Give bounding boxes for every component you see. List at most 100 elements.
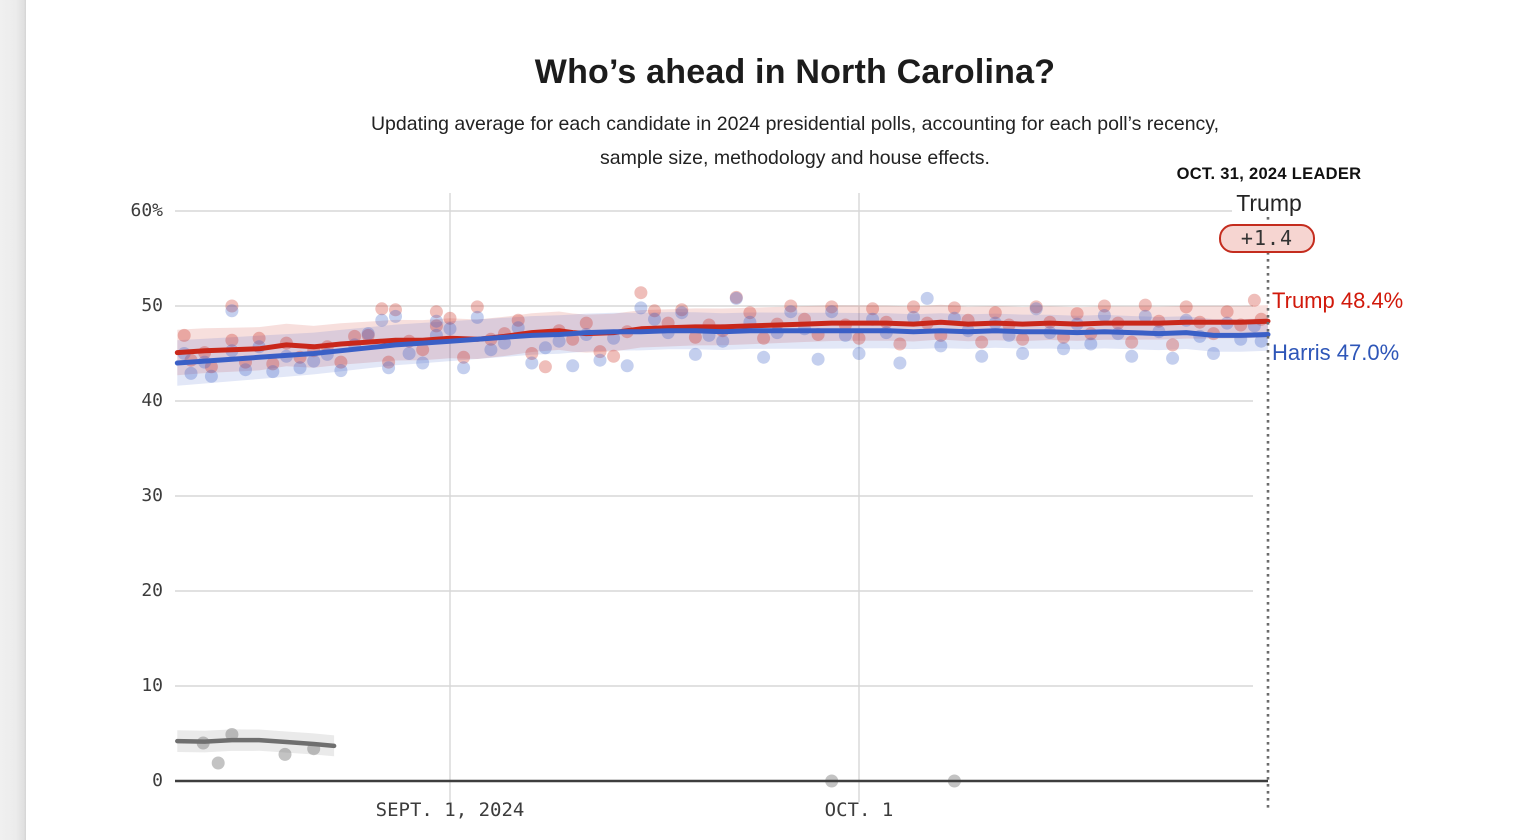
y-tick-10: 10 <box>141 675 163 696</box>
poll-dot-harris <box>1057 342 1070 356</box>
harris-end-label: Harris 47.0% <box>1272 340 1400 365</box>
poll-dot-trump <box>361 328 375 342</box>
x-tick-oct1: OCT. 1 <box>824 799 894 821</box>
poll-dot-trump <box>947 301 961 315</box>
poll-dot-trump <box>743 306 757 320</box>
poll-dot-harris <box>893 356 907 370</box>
y-tick-40: 40 <box>141 390 163 411</box>
poll-dot-trump <box>416 343 430 357</box>
poll-dot-trump <box>607 349 621 363</box>
poll-dot-trump <box>825 300 839 314</box>
poll-dot-harris <box>382 361 396 375</box>
poll-dot-harris <box>716 334 730 348</box>
poll-dot-harris <box>361 327 375 341</box>
poll-dot-harris <box>675 306 689 320</box>
poll-dot-trump <box>1029 300 1043 314</box>
left-scroll-gutter[interactable] <box>0 0 26 840</box>
poll-dot-harris <box>389 309 402 323</box>
poll-dot-harris <box>757 350 771 364</box>
poll-dot-harris <box>593 353 607 367</box>
poll-dot-harris <box>729 291 743 305</box>
poll-dot-trump <box>1138 298 1152 312</box>
poll-dot-trump <box>988 306 1002 320</box>
y-tick-60: 60% <box>130 200 163 221</box>
poll-dot-trump <box>429 305 443 319</box>
leader-margin-badge: +1.4 <box>1219 224 1315 253</box>
poll-dot-trump <box>204 360 218 374</box>
poll-dot-harris <box>334 364 348 378</box>
confidence-band-kennedy <box>177 729 335 757</box>
poll-dot-harris <box>907 310 920 324</box>
x-tick-sept1: SEPT. 1, 2024 <box>375 799 525 821</box>
poll-dot-harris <box>920 291 934 305</box>
poll-dot-trump <box>729 290 743 304</box>
poll-dot-harris <box>1166 351 1180 365</box>
trend-line-trump <box>174 318 1271 356</box>
poll-dot-harris <box>825 305 839 319</box>
poll-dot-harris <box>1016 347 1030 360</box>
poll-dot-harris <box>204 369 218 383</box>
page-title: Who’s ahead in North Carolina? <box>534 52 1056 91</box>
poll-dot-harris <box>239 363 252 377</box>
poll-dot-harris <box>688 347 702 361</box>
poll-dot-harris <box>811 352 825 366</box>
poll-dot-trump <box>1220 305 1234 319</box>
poll-dot-harris <box>511 321 525 335</box>
poll-dot-trump <box>470 300 484 314</box>
poll-dot-trump <box>1166 338 1180 352</box>
poll-dot-harris <box>852 347 866 360</box>
y-tick-30: 30 <box>141 485 163 506</box>
poll-dot-harris <box>975 349 989 363</box>
poll-dot-trump <box>893 337 907 351</box>
poll-dot-trump <box>1247 293 1261 307</box>
poll-dot-trump <box>511 313 525 327</box>
trump-end-label: Trump 48.4% <box>1272 288 1404 313</box>
poll-dot-trump <box>1016 332 1030 346</box>
poll-dot-trump <box>907 300 920 314</box>
poll-dot-other <box>211 756 225 770</box>
poll-dot-harris <box>1254 334 1268 348</box>
poll-dot-trump <box>1125 335 1139 349</box>
poll-dot-trump <box>784 299 798 313</box>
poll-dot-trump <box>348 329 362 343</box>
poll-dot-trump <box>757 331 771 345</box>
poll-dot-trump <box>579 316 593 330</box>
poll-dot-trump <box>177 328 191 342</box>
poll-dot-trump <box>1070 307 1084 321</box>
poll-dot-harris <box>375 313 389 327</box>
poll-dot-harris <box>416 356 430 370</box>
leader-name: Trump <box>1169 190 1369 217</box>
y-tick-50: 50 <box>141 295 163 316</box>
poll-dot-harris <box>484 343 498 357</box>
poll-dot-trump <box>538 360 552 374</box>
poll-dot-trump <box>1179 300 1193 314</box>
y-tick-20: 20 <box>141 580 163 601</box>
poll-dot-trump <box>593 345 607 359</box>
poll-dot-harris <box>184 366 198 380</box>
poll-dot-harris <box>784 305 798 319</box>
poll-dot-trump <box>525 347 539 360</box>
poll-dot-trump <box>1097 299 1111 313</box>
poll-dot-trump <box>429 319 443 333</box>
poll-dot-harris <box>538 341 552 355</box>
poll-dot-trump <box>634 286 648 300</box>
poll-dot-harris <box>1029 302 1043 316</box>
poll-dot-other <box>225 728 239 741</box>
poll-dot-harris <box>402 347 416 360</box>
poll-dot-harris <box>634 301 648 315</box>
poll-dot-trump <box>443 311 457 325</box>
poll-dot-trump <box>688 330 702 344</box>
y-tick-0: 0 <box>152 770 163 791</box>
poll-dot-trump <box>266 357 280 371</box>
poll-dot-other <box>278 747 292 761</box>
poll-dot-harris <box>307 354 321 368</box>
poll-dot-harris <box>648 312 661 326</box>
poll-dot-trump <box>457 350 471 364</box>
poll-dot-harris <box>934 339 948 353</box>
poll-dot-trump <box>866 302 880 316</box>
poll-dot-harris <box>1084 337 1098 351</box>
poll-dot-trump <box>334 355 348 369</box>
